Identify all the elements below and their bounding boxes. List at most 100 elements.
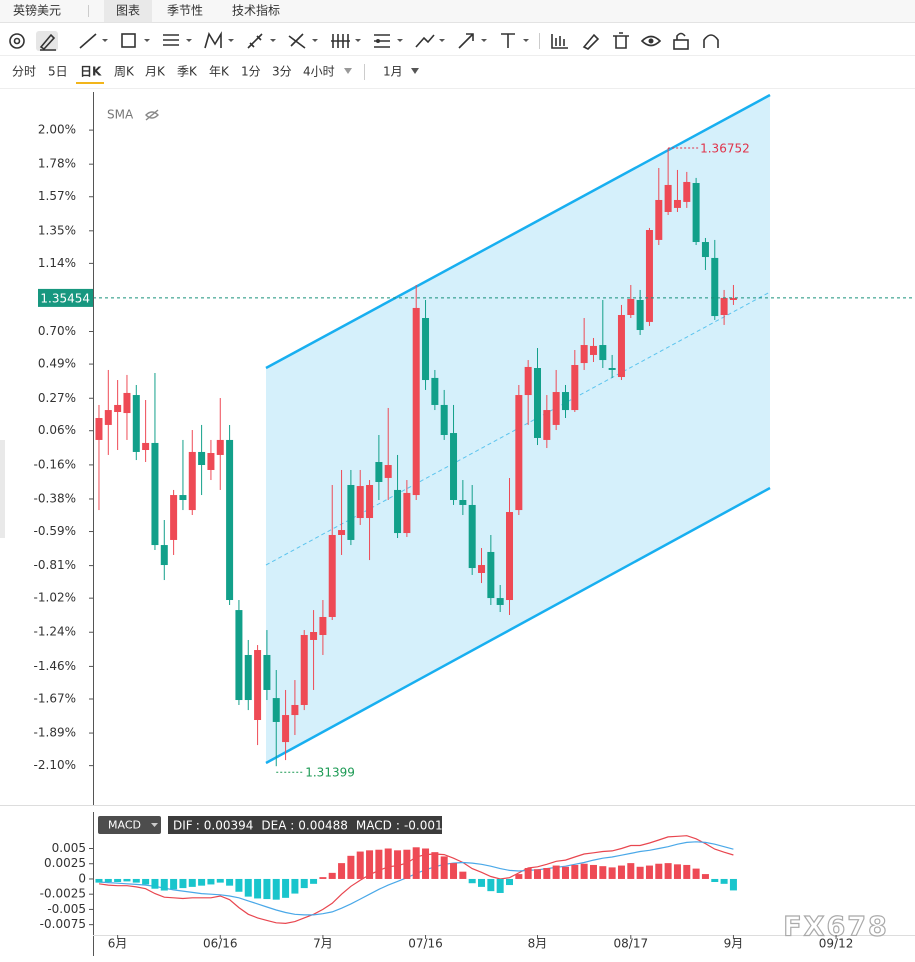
indicator-button-label[interactable]: MACD	[108, 819, 141, 832]
candle-body	[450, 433, 458, 501]
side-handle[interactable]	[0, 440, 5, 538]
tool-icon[interactable]	[204, 31, 234, 49]
candle-body	[142, 442, 150, 451]
tool-icon[interactable]	[288, 33, 318, 49]
period-active[interactable]: 日K	[80, 65, 102, 79]
tool-icon[interactable]	[247, 33, 276, 49]
candle-body	[114, 404, 122, 413]
candle-body	[673, 199, 681, 208]
candle-body	[692, 183, 700, 243]
tool-icon[interactable]	[458, 33, 487, 49]
period[interactable]: 3分	[272, 65, 292, 79]
candle-body	[160, 545, 168, 566]
candle-body	[543, 410, 551, 440]
candle-body	[300, 635, 308, 705]
dropdown-arrow[interactable]	[151, 823, 158, 827]
candle-body	[347, 484, 355, 540]
tab[interactable]: 图表	[116, 4, 140, 18]
period[interactable]: 5日	[48, 65, 68, 79]
candle-body	[412, 307, 420, 496]
y-tick-label: -1.67%	[34, 691, 76, 705]
candle-body	[533, 368, 541, 438]
period[interactable]: 4小时	[303, 65, 335, 79]
x-tick-label: 9月	[724, 937, 744, 951]
histogram-bar	[459, 871, 467, 879]
last-price-label: 1.35454	[40, 291, 90, 305]
histogram-bar	[95, 878, 103, 883]
period[interactable]: 季K	[177, 65, 198, 79]
tab[interactable]: 季节性	[167, 4, 203, 18]
tool-icon[interactable]	[374, 34, 403, 48]
histogram-bar	[524, 867, 532, 879]
tool-icon[interactable]	[163, 34, 192, 46]
candle-body	[645, 230, 653, 322]
dropdown-arrow[interactable]	[344, 68, 352, 74]
tool-icon[interactable]	[613, 32, 629, 49]
histogram-bar	[468, 878, 476, 884]
histogram-bar	[496, 878, 504, 893]
tool-icon[interactable]	[121, 33, 150, 48]
candle-body	[571, 365, 579, 411]
y-tick-label: 1.14%	[38, 256, 76, 270]
histogram-bar	[683, 864, 691, 879]
candle-body	[729, 297, 737, 300]
active-tab-bg	[104, 0, 152, 22]
tool-icon[interactable]	[673, 32, 689, 50]
histogram-bar	[263, 878, 271, 900]
channel-line	[265, 486, 771, 765]
candle-body	[207, 453, 215, 470]
histogram-bar	[599, 866, 607, 879]
histogram-bar	[356, 851, 364, 879]
period[interactable]: 周K	[114, 65, 135, 79]
indicator-button[interactable]	[98, 816, 161, 834]
histogram-bar	[720, 878, 728, 884]
legend-box	[168, 816, 442, 834]
candle-body	[384, 465, 392, 478]
tab[interactable]: 英镑美元	[13, 3, 61, 18]
tool-icon[interactable]	[39, 33, 56, 51]
legend-item: :	[196, 818, 200, 832]
tool-icon[interactable]	[331, 34, 361, 48]
period[interactable]: 月K	[145, 65, 166, 79]
candle-body	[561, 392, 569, 411]
tool-icon[interactable]	[501, 33, 529, 48]
legend-item: :	[290, 818, 294, 832]
period-underline	[76, 82, 104, 84]
legend-item: :	[396, 818, 400, 832]
tool-icon[interactable]	[415, 34, 445, 48]
dropdown-arrow[interactable]	[411, 68, 419, 74]
histogram-bar	[142, 878, 150, 885]
period[interactable]: 分时	[12, 65, 36, 79]
histogram-bar	[384, 848, 392, 879]
x-tick-label: 8月	[528, 937, 548, 951]
histogram-bar	[328, 872, 336, 879]
candle-body	[496, 598, 504, 605]
candle-body	[95, 418, 103, 440]
candle-body	[599, 345, 607, 361]
tab[interactable]: 技术指标	[232, 3, 280, 18]
candle-body	[627, 298, 635, 316]
legend-item: 0.00488	[298, 818, 348, 832]
histogram-bar	[422, 848, 430, 879]
period[interactable]: 年K	[209, 65, 230, 79]
tool-icon[interactable]	[582, 33, 600, 50]
tool-icon[interactable]	[640, 35, 662, 47]
visibility-icon[interactable]	[145, 109, 159, 121]
y-tick-label: 0.06%	[38, 423, 76, 437]
plot: 1.36752 1.31399	[93, 142, 915, 925]
candle-body	[515, 395, 523, 511]
period[interactable]: 1分	[241, 65, 261, 79]
y-tick-label: -0.81%	[34, 558, 76, 572]
candle-body	[487, 551, 495, 599]
high-label: 1.36752	[700, 142, 750, 156]
tool-icon[interactable]	[551, 34, 568, 49]
y-tick-label: 1.78%	[38, 157, 76, 171]
histogram-bar	[394, 850, 402, 879]
tool-icon[interactable]	[9, 33, 25, 49]
candle-body	[664, 184, 672, 212]
tool-icon[interactable]	[703, 34, 719, 48]
tool-icon[interactable]	[79, 33, 108, 49]
candle-body	[104, 410, 112, 425]
period-dropdown[interactable]: 1月	[383, 65, 403, 79]
